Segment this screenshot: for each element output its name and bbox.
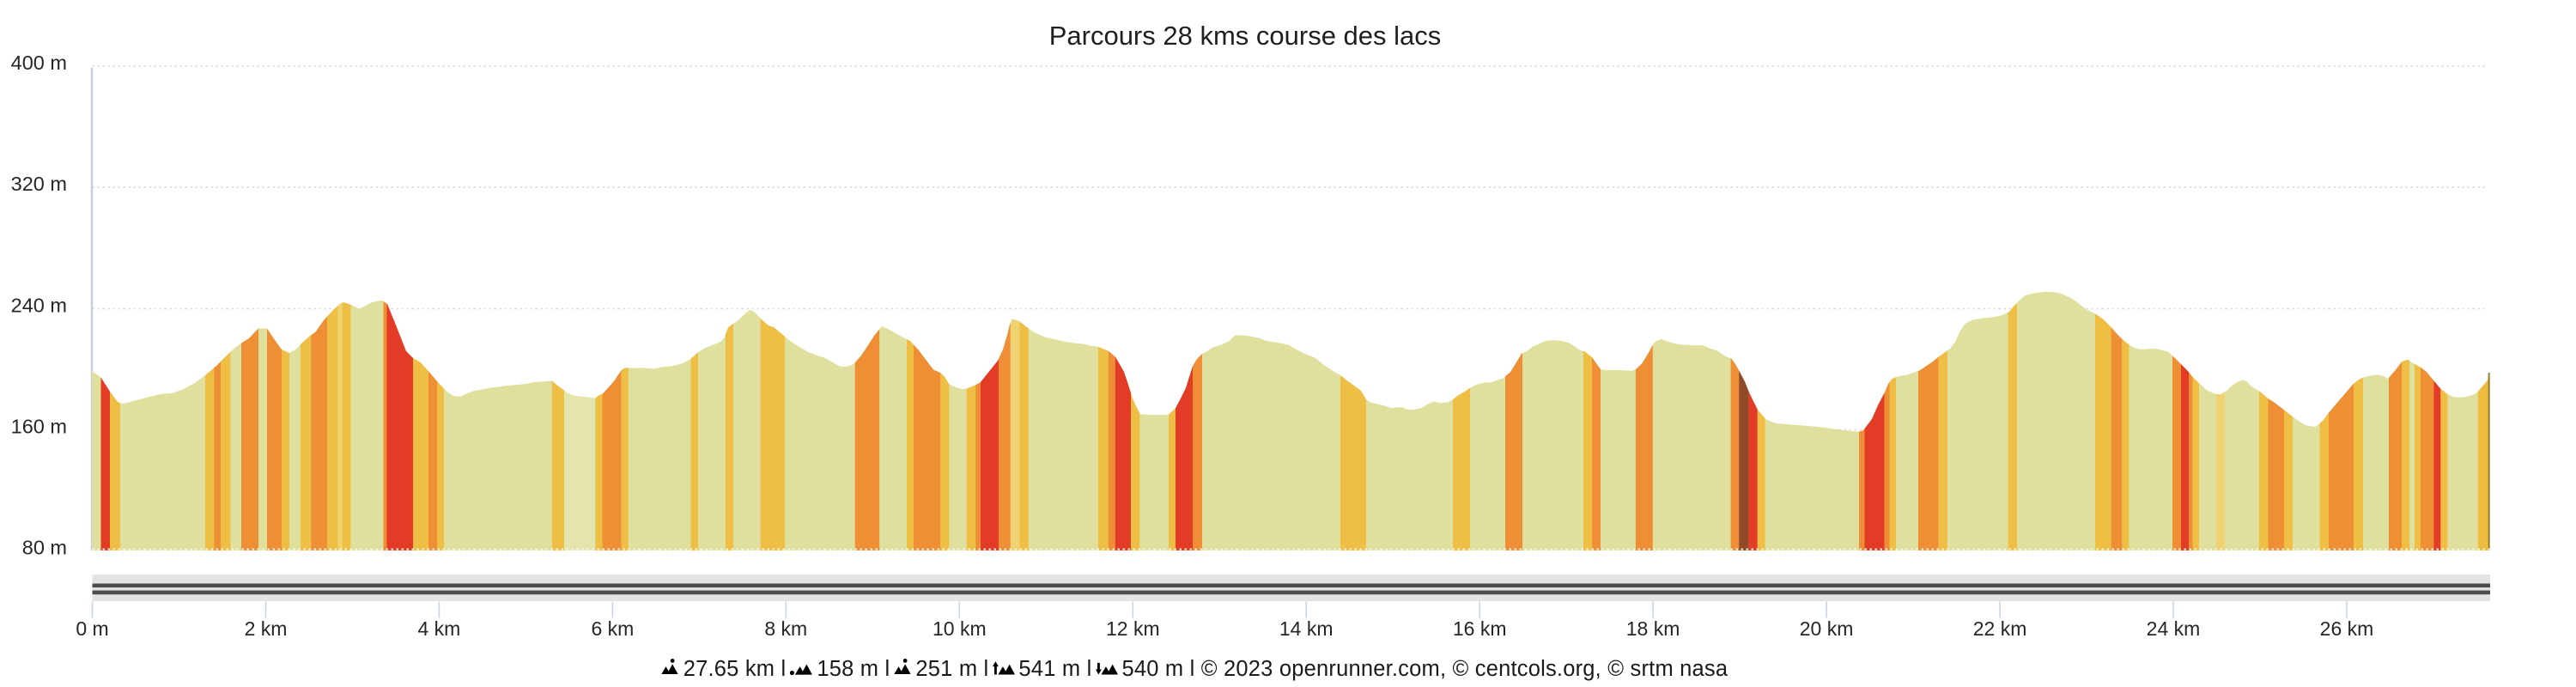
svg-text:8 km: 8 km bbox=[764, 617, 807, 640]
svg-text:12 km: 12 km bbox=[1106, 617, 1160, 640]
svg-text:22 km: 22 km bbox=[1973, 617, 2027, 640]
svg-text:14 km: 14 km bbox=[1279, 617, 1334, 640]
svg-text:400 m: 400 m bbox=[11, 52, 67, 74]
svg-text:240 m: 240 m bbox=[11, 295, 67, 317]
svg-text:320 m: 320 m bbox=[11, 173, 67, 195]
svg-text:20 km: 20 km bbox=[1800, 617, 1854, 640]
svg-text:18 km: 18 km bbox=[1626, 617, 1680, 640]
svg-text:26 km: 26 km bbox=[2320, 617, 2374, 640]
svg-text:80 m: 80 m bbox=[22, 537, 67, 559]
svg-text:24 km: 24 km bbox=[2147, 617, 2201, 640]
svg-text:160 m: 160 m bbox=[11, 416, 67, 438]
svg-text:16 km: 16 km bbox=[1453, 617, 1507, 640]
svg-text:0 m: 0 m bbox=[76, 617, 108, 640]
svg-text:2 km: 2 km bbox=[245, 617, 288, 640]
svg-text:10 km: 10 km bbox=[933, 617, 987, 640]
svg-text:4 km: 4 km bbox=[417, 617, 460, 640]
svg-text:6 km: 6 km bbox=[591, 617, 634, 640]
